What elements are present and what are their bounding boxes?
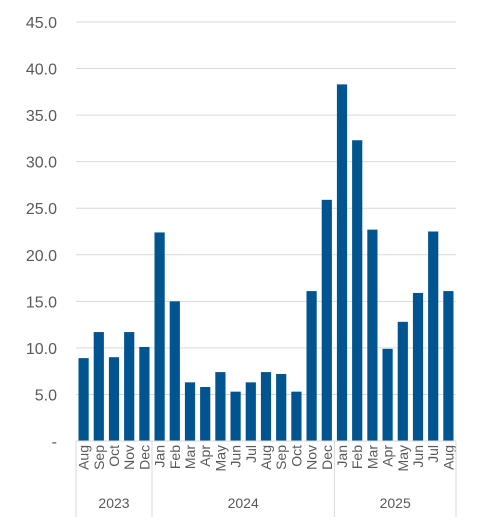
x-tick-label: Jul xyxy=(243,445,259,463)
x-tick-label: Nov xyxy=(121,445,137,470)
x-tick-label: Aug xyxy=(258,445,274,470)
x-tick-label: Jun xyxy=(228,445,244,468)
bar xyxy=(184,382,196,441)
x-tick-label: Jul xyxy=(425,445,441,463)
bar xyxy=(382,348,393,441)
x-tick-label: Apr xyxy=(380,445,396,467)
bar xyxy=(169,301,180,441)
y-tick-label: - xyxy=(52,434,57,451)
y-tick-label: 25.0 xyxy=(26,201,57,218)
bar xyxy=(93,332,104,441)
bar-series xyxy=(78,84,454,442)
y-tick-label: 40.0 xyxy=(26,62,57,79)
y-tick-label: 30.0 xyxy=(26,155,57,172)
bar xyxy=(443,291,454,441)
bar xyxy=(276,373,287,441)
bar xyxy=(321,199,332,441)
y-tick-label: 45.0 xyxy=(26,15,57,32)
x-tick-label: Jun xyxy=(410,445,426,468)
x-tick-label: Jan xyxy=(334,445,350,468)
bar xyxy=(108,357,120,441)
y-tick-label: 15.0 xyxy=(26,294,57,311)
x-tick-label: Aug xyxy=(76,445,92,470)
bar xyxy=(154,232,165,441)
bar xyxy=(200,386,211,441)
bar xyxy=(306,291,317,441)
bar xyxy=(124,332,135,441)
x-tick-label: Feb xyxy=(167,445,183,469)
y-tick-label: 35.0 xyxy=(26,108,57,125)
x-tick-label: Feb xyxy=(349,445,365,469)
bar xyxy=(336,84,348,441)
year-group-label: 2024 xyxy=(228,495,259,511)
x-tick-label: Dec xyxy=(136,445,152,470)
bar xyxy=(139,346,150,441)
bar xyxy=(230,391,241,441)
x-tick-label: May xyxy=(212,445,228,471)
y-tick-label: 5.0 xyxy=(35,387,57,404)
bar xyxy=(412,292,424,441)
year-group-label: 2025 xyxy=(380,495,411,511)
x-tick-label: Sep xyxy=(91,445,107,470)
x-tick-label: May xyxy=(395,445,411,471)
bar xyxy=(215,372,226,441)
x-tick-label: Jan xyxy=(152,445,168,468)
year-group-label: 2023 xyxy=(98,495,129,511)
x-tick-label: Nov xyxy=(304,445,320,470)
x-tick-label: Aug xyxy=(440,445,456,470)
bar xyxy=(352,140,363,442)
x-tick-label: Mar xyxy=(364,445,380,469)
bar xyxy=(428,231,439,441)
x-tick-label: Oct xyxy=(106,445,122,467)
bar xyxy=(78,358,89,441)
x-axis: Aug Sep Oct Nov Dec Jan Feb Mar Apr May Jun Jul Aug S… xyxy=(75,440,457,517)
bar xyxy=(367,229,378,441)
x-tick-label: Sep xyxy=(273,445,289,470)
x-tick-label: Apr xyxy=(197,445,213,467)
y-axis-tick-labels: - 5.0 10.0 15.0 20.0 25.0 30.0 35.0 40.0 45.0 xyxy=(26,15,57,451)
x-tick-label: Oct xyxy=(288,445,304,467)
bar xyxy=(291,391,302,441)
bar xyxy=(260,372,272,441)
y-tick-label: 20.0 xyxy=(26,248,57,265)
bar xyxy=(245,382,256,441)
x-tick-label: Dec xyxy=(319,445,335,470)
y-tick-label: 10.0 xyxy=(26,341,57,358)
x-tick-label: Mar xyxy=(182,445,198,469)
bar xyxy=(397,321,408,441)
